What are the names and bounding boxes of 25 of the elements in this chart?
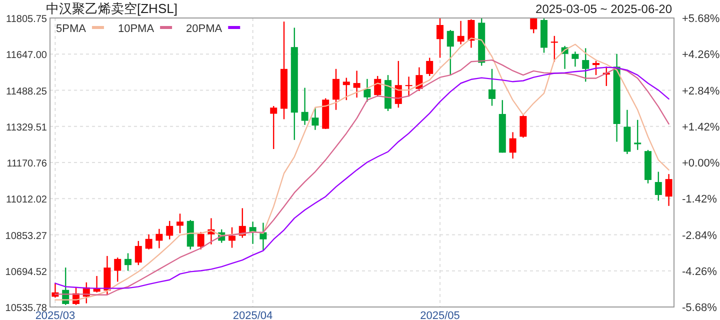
y-tick-label: 11329.51 <box>6 122 48 134</box>
y-tick-label: 10853.27 <box>5 230 48 242</box>
y-tick-label: 11170.76 <box>6 158 48 170</box>
legend-label: 5PMA <box>56 23 87 35</box>
chart-subtitle: 2025-03-05 ~ 2025-06-20 <box>536 2 672 16</box>
legend-label: 10PMA <box>118 23 155 35</box>
y-tick-label: 11805.75 <box>6 14 48 25</box>
y2-tick-label: -2.84% <box>682 230 718 242</box>
y2-tick-label: +4.26% <box>682 49 720 62</box>
y2-tick-label: +1.42% <box>682 121 720 134</box>
chart-title: 中汉聚乙烯卖空[ZHSL] <box>46 1 178 16</box>
y-tick-label: 10694.52 <box>5 266 48 278</box>
x-tick-label: 2025/04 <box>232 310 273 320</box>
legend-label: 20PMA <box>186 23 223 35</box>
y-tick-label: 11488.25 <box>6 86 48 98</box>
y-tick-label: 11012.02 <box>6 194 48 206</box>
y2-tick-label: -4.26% <box>682 266 718 278</box>
y-tick-label: 11647.00 <box>6 50 48 62</box>
y2-tick-label: -1.42% <box>682 194 718 206</box>
y2-tick-label: +2.84% <box>682 85 720 98</box>
y2-tick-label: +0.00% <box>682 158 720 170</box>
y2-tick-label: +5.68% <box>682 13 720 25</box>
x-tick-label: 2025/05 <box>420 310 460 320</box>
y2-tick-label: -5.68% <box>682 302 718 314</box>
x-tick-label: 2025/03 <box>35 310 76 320</box>
